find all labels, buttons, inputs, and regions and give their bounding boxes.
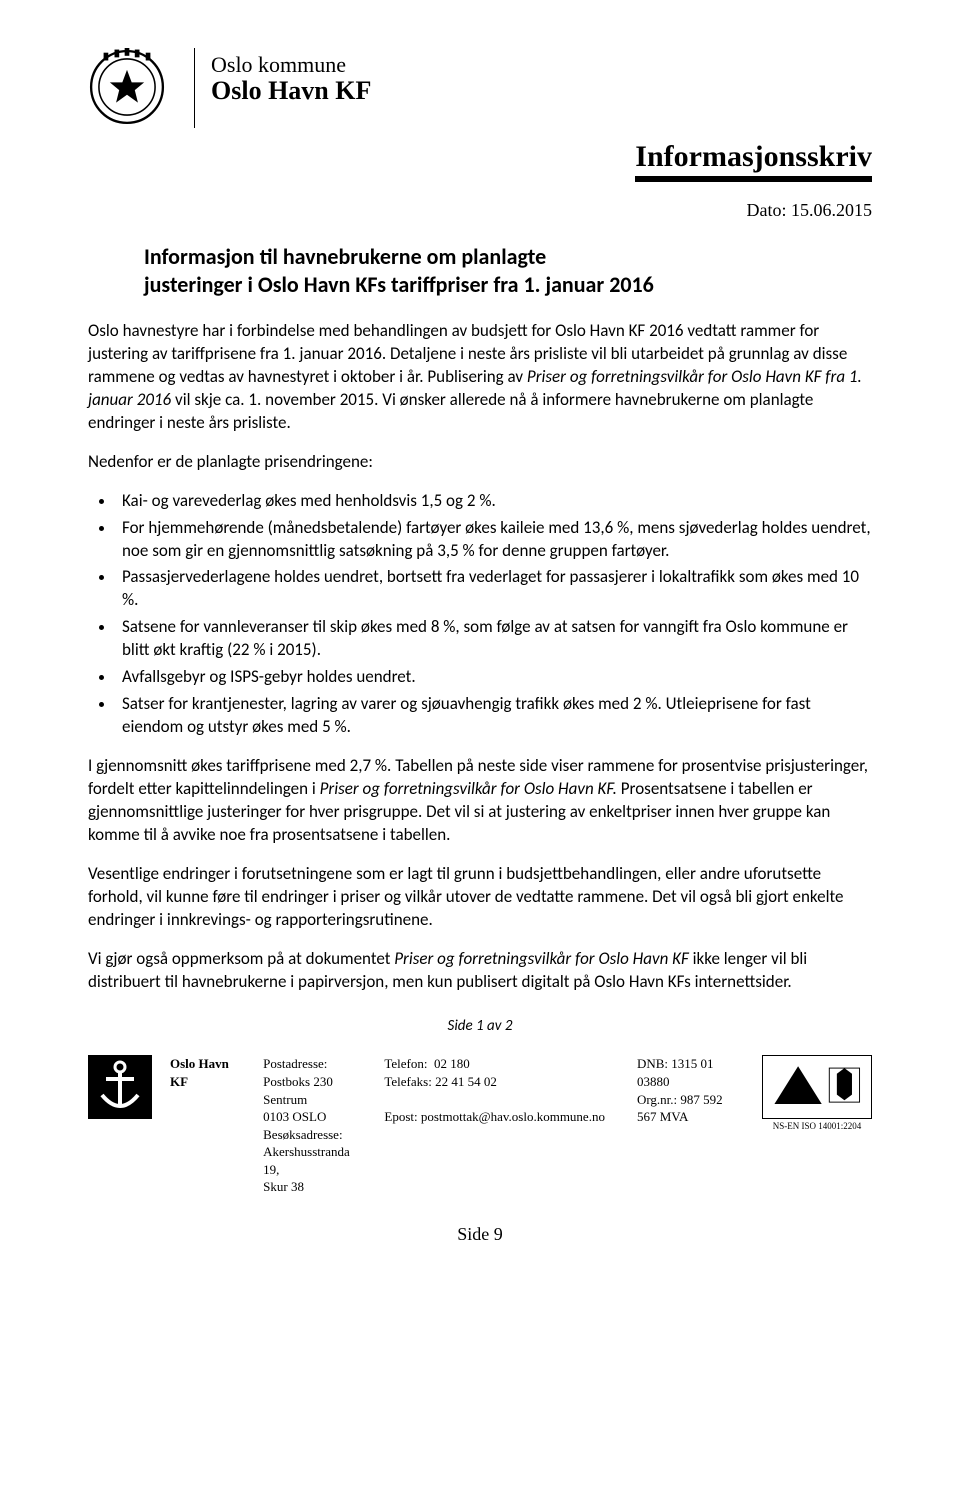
visit-line-2: Skur 38 bbox=[263, 1179, 304, 1194]
letterhead: Oslo kommune Oslo Havn KF bbox=[88, 48, 872, 128]
document-body: Oslo havnestyre har i forbindelse med be… bbox=[88, 320, 872, 993]
fax-label: Telefaks: bbox=[384, 1074, 431, 1089]
paragraph-changes: Vesentlige endringer i forutsetningene s… bbox=[88, 863, 872, 932]
footer-col-contact: Telefon: 02 180 Telefaks: 22 41 54 02 Ep… bbox=[384, 1055, 605, 1195]
subject-line-2: justeringer i Oslo Havn KFs tariffpriser… bbox=[144, 271, 654, 298]
list-item: Satsene for vannleveranser til skip økes… bbox=[116, 616, 872, 662]
cert-block: NS-EN ISO 14001:2204 bbox=[762, 1055, 872, 1131]
post-line-1: Postboks 230 Sentrum bbox=[263, 1074, 333, 1107]
footer-columns: Oslo Havn KF Postadresse: Postboks 230 S… bbox=[170, 1055, 744, 1195]
p5-text-a: Vi gjør også oppmerksom på at dokumentet bbox=[88, 948, 394, 969]
entity-name: Oslo Havn KF bbox=[211, 78, 371, 104]
header-text: Oslo kommune Oslo Havn KF bbox=[211, 48, 371, 104]
list-item: Passasjervederlagene holdes uendret, bor… bbox=[116, 566, 872, 612]
cert-caption: NS-EN ISO 14001:2204 bbox=[762, 1121, 872, 1131]
fax-value: 22 41 54 02 bbox=[435, 1074, 497, 1089]
tel-value: 02 180 bbox=[434, 1056, 470, 1071]
price-changes-list: Kai- og varevederlag økes med henholdsvi… bbox=[116, 490, 872, 739]
list-item: Satser for krantjenester, lagring av var… bbox=[116, 693, 872, 739]
tel-label: Telefon: bbox=[384, 1056, 427, 1071]
visit-line-1: Akershusstranda 19, bbox=[263, 1144, 350, 1177]
municipality-name: Oslo kommune bbox=[211, 54, 371, 76]
footer-col-entity: Oslo Havn KF bbox=[170, 1055, 231, 1195]
p1-text-b: vil skje ca. 1. november 2015. Vi ønsker… bbox=[88, 389, 813, 433]
page: Oslo kommune Oslo Havn KF Informasjonssk… bbox=[0, 0, 960, 1512]
footer-entity: Oslo Havn KF bbox=[170, 1056, 229, 1089]
subject-line-1: Informasjon til havnebrukerne om planlag… bbox=[144, 243, 546, 270]
email-label: Epost: bbox=[384, 1109, 417, 1124]
paragraph-intro: Oslo havnestyre har i forbindelse med be… bbox=[88, 320, 872, 435]
oslo-seal-icon bbox=[88, 48, 166, 126]
side-number: Side 9 bbox=[88, 1224, 872, 1245]
list-item: For hjemmehørende (månedsbetalende) fart… bbox=[116, 517, 872, 563]
document-title-block: Informasjonsskriv bbox=[88, 140, 872, 182]
p5-italic: Priser og forretningsvilkår for Oslo Hav… bbox=[394, 948, 689, 969]
bank-label: DNB: bbox=[637, 1056, 668, 1071]
document-date: Dato: 15.06.2015 bbox=[88, 200, 872, 221]
visit-label: Besøksadresse: bbox=[263, 1127, 342, 1142]
document-subject: Informasjon til havnebrukerne om planlag… bbox=[144, 243, 872, 298]
post-label: Postadresse: bbox=[263, 1056, 327, 1071]
org-label: Org.nr.: bbox=[637, 1092, 677, 1107]
p3-italic: Priser og forretningsvilkår for Oslo Hav… bbox=[320, 778, 617, 799]
post-line-2: 0103 OSLO bbox=[263, 1109, 326, 1124]
certification-icon bbox=[762, 1055, 872, 1119]
footer-col-address: Postadresse: Postboks 230 Sentrum 0103 O… bbox=[263, 1055, 352, 1195]
list-item: Avfallsgebyr og ISPS-gebyr holdes uendre… bbox=[116, 666, 872, 689]
letterhead-footer: Oslo Havn KF Postadresse: Postboks 230 S… bbox=[88, 1047, 872, 1195]
paragraph-average: I gjennomsnitt økes tariffprisene med 2,… bbox=[88, 755, 872, 847]
paragraph-digital: Vi gjør også oppmerksom på at dokumentet… bbox=[88, 948, 872, 994]
list-item: Kai- og varevederlag økes med henholdsvi… bbox=[116, 490, 872, 513]
document-type: Informasjonsskriv bbox=[635, 140, 872, 182]
anchor-icon bbox=[88, 1055, 152, 1119]
page-indicator: Side 1 av 2 bbox=[88, 1017, 872, 1035]
footer-col-org: DNB: 1315 01 03880 Org.nr.: 987 592 567 … bbox=[637, 1055, 744, 1195]
paragraph-list-intro: Nedenfor er de planlagte prisendringene: bbox=[88, 451, 872, 474]
header-divider bbox=[194, 48, 195, 128]
email-value: postmottak@hav.oslo.kommune.no bbox=[421, 1109, 605, 1124]
